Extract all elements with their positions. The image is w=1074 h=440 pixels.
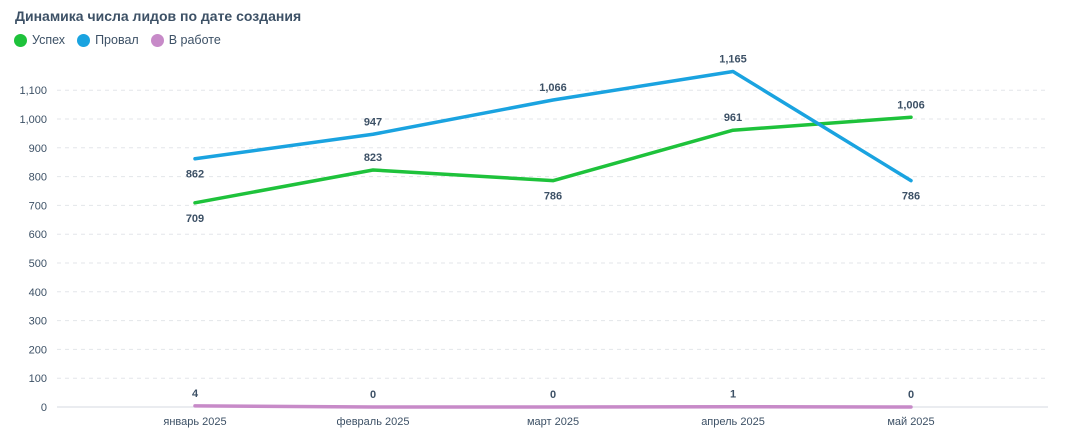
y-tick-label: 0 [41,402,47,414]
data-point-success [731,128,735,132]
data-point-in-progress [909,405,913,409]
legend-item-in-progress[interactable]: В работе [150,33,221,47]
data-point-in-progress [371,405,375,409]
data-point-fail [551,98,555,102]
legend-dot-in-progress [150,33,164,47]
legend-item-success[interactable]: Успех [14,33,65,47]
data-label-success: 1,006 [897,99,925,111]
y-tick-label: 100 [29,373,47,385]
data-label-success: 961 [724,112,742,124]
data-label-in-progress: 0 [908,389,914,401]
data-label-in-progress: 0 [550,389,556,401]
data-point-success [551,179,555,183]
data-label-fail: 947 [364,116,382,128]
data-label-success: 709 [186,213,204,225]
legend-label-fail: Провал [95,33,139,47]
x-tick-label: апрель 2025 [701,416,765,428]
y-tick-label: 200 [29,344,47,356]
data-point-success [909,115,913,119]
x-tick-label: май 2025 [887,416,934,428]
data-point-success [193,201,197,205]
y-tick-label: 300 [29,316,47,328]
data-point-in-progress [193,404,197,408]
data-point-fail [193,157,197,161]
y-tick-label: 900 [29,143,47,155]
chart-title: Динамика числа лидов по дате создания [15,8,302,24]
legend-dot-success [14,33,27,47]
legend-label-success: Успех [32,33,66,47]
chart-legend: Успех Провал В работе [14,33,221,47]
y-tick-label: 500 [29,258,47,270]
data-point-fail [371,132,375,136]
legend-dot-fail [77,33,91,47]
data-point-in-progress [551,405,555,409]
data-label-in-progress: 4 [192,388,199,400]
data-label-fail: 1,066 [539,82,567,94]
data-label-fail: 1,165 [719,53,747,65]
x-tick-label: март 2025 [527,416,579,428]
data-point-fail [731,69,735,73]
legend-item-fail[interactable]: Провал [77,33,139,47]
legend-label-in-progress: В работе [168,33,221,47]
data-label-in-progress: 0 [370,389,376,401]
data-label-success: 786 [544,191,562,203]
data-label-fail: 862 [186,169,204,181]
data-label-fail: 786 [902,191,920,203]
y-tick-label: 700 [29,200,47,212]
data-point-in-progress [731,405,735,409]
data-point-fail [909,179,913,183]
data-label-success: 823 [364,152,382,164]
data-point-success [371,168,375,172]
y-tick-label: 400 [29,287,47,299]
x-tick-label: январь 2025 [163,416,226,428]
y-tick-label: 1,000 [19,114,47,126]
y-tick-label: 800 [29,172,47,184]
x-tick-label: февраль 2025 [337,416,410,428]
y-tick-label: 600 [29,229,47,241]
data-label-in-progress: 1 [730,389,736,401]
y-tick-label: 1,100 [19,85,47,97]
